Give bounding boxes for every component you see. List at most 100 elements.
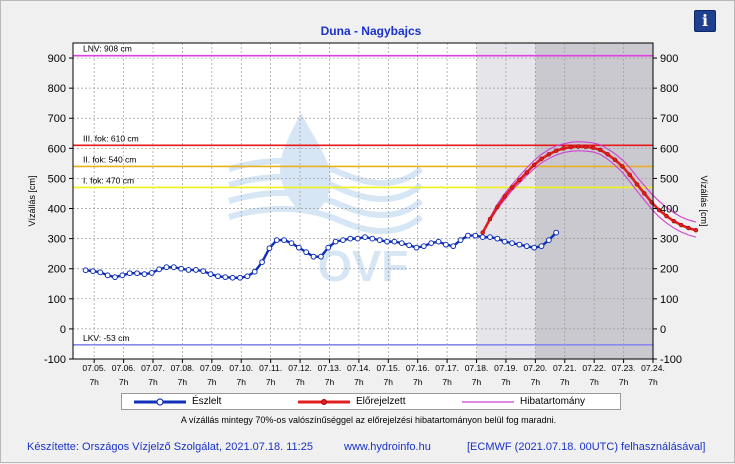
- info-icon[interactable]: i: [694, 10, 716, 32]
- x-tick-label-hour-20: 7h: [648, 377, 658, 387]
- data-point-observed-23: [244, 273, 251, 280]
- data-point-forecast-23: [642, 191, 647, 196]
- data-point-observed-33: [317, 253, 324, 260]
- data-point-forecast-12: [561, 146, 566, 151]
- x-tick-label-hour-10: 7h: [354, 377, 364, 387]
- watermark-wave-3: [228, 189, 423, 218]
- data-point-observed-9: [141, 271, 148, 278]
- y-tick-label-left-700: 700: [48, 113, 66, 125]
- data-point-observed-54: [472, 232, 479, 239]
- threshold-label-2: III. fok: 610 cm: [83, 133, 139, 143]
- legend: Észlelt Előrejelzett Hibatartomány: [121, 393, 621, 410]
- x-tick-label-hour-8: 7h: [295, 377, 305, 387]
- data-point-observed-6: [119, 272, 126, 279]
- data-point-observed-56: [487, 234, 493, 241]
- y-tick-label-right-0: 0: [660, 324, 666, 336]
- data-point-forecast-30: [693, 227, 699, 233]
- data-point-observed-58: [501, 238, 508, 245]
- x-tick-label-hour-18: 7h: [589, 377, 599, 387]
- x-tick-label-date-15: 07.19.: [494, 363, 518, 373]
- data-point-forecast-11: [553, 148, 559, 153]
- data-point-observed-16: [192, 267, 199, 273]
- x-tick-label-hour-9: 7h: [325, 377, 335, 387]
- y-tick-label-right-700: 700: [660, 113, 678, 125]
- legend-swatch-error-band: [462, 401, 514, 403]
- data-point-forecast-29: [686, 225, 691, 231]
- data-point-observed-4: [104, 272, 111, 279]
- data-point-observed-62: [531, 244, 538, 251]
- y-tick-label-right--100: -100: [660, 354, 682, 366]
- data-point-observed-13: [170, 264, 177, 271]
- legend-label-observed: Észlelt: [192, 396, 222, 407]
- data-point-forecast-17: [598, 147, 603, 153]
- x-tick-label-date-3: 07.07.: [141, 363, 165, 373]
- data-point-observed-40: [369, 235, 376, 242]
- data-point-observed-17: [200, 268, 207, 275]
- threshold-label-1: LNV: 908 cm: [83, 44, 132, 54]
- x-tick-label-hour-15: 7h: [501, 377, 511, 387]
- threshold-label-3: II. fok: 540 cm: [83, 154, 136, 164]
- threshold-label-4: I. fok: 470 cm: [83, 175, 134, 185]
- data-point-observed-10: [148, 270, 155, 276]
- data-point-observed-12: [163, 264, 170, 271]
- data-point-observed-57: [494, 235, 501, 242]
- data-point-forecast-16: [590, 145, 596, 150]
- data-point-observed-42: [384, 238, 390, 245]
- x-tick-label-hour-19: 7h: [619, 377, 629, 387]
- data-point-forecast-28: [678, 222, 684, 228]
- data-point-observed-29: [288, 240, 295, 247]
- data-point-observed-5: [112, 274, 118, 281]
- y-tick-label-left-200: 200: [48, 264, 66, 276]
- y-tick-label-right-300: 300: [660, 234, 678, 246]
- data-point-observed-50: [442, 241, 449, 248]
- probability-note: A vízállás mintegy 70%-os valószínűségge…: [180, 415, 557, 425]
- x-tick-label-date-14: 07.18.: [465, 363, 489, 373]
- data-point-forecast-19: [612, 157, 618, 162]
- data-point-observed-11: [156, 266, 163, 273]
- x-tick-label-hour-1: 7h: [89, 377, 99, 387]
- data-point-observed-31: [303, 249, 310, 256]
- data-point-forecast-22: [634, 182, 640, 187]
- y-tick-label-left--100: -100: [44, 354, 66, 366]
- data-point-observed-55: [479, 234, 486, 241]
- legend-swatch-forecast: [298, 399, 350, 405]
- x-tick-label-hour-4: 7h: [178, 377, 188, 387]
- data-point-observed-15: [185, 267, 192, 273]
- data-point-observed-65: [553, 229, 560, 236]
- x-tick-label-hour-12: 7h: [413, 377, 423, 387]
- y-tick-label-right-900: 900: [660, 53, 678, 65]
- data-point-forecast-14: [576, 144, 581, 149]
- y-tick-label-left-800: 800: [48, 83, 66, 95]
- data-point-forecast-21: [627, 172, 632, 178]
- footer-creator: Készítette: Országos Vízjelző Szolgálat,…: [27, 441, 313, 453]
- x-tick-label-hour-5: 7h: [207, 377, 217, 387]
- x-tick-label-date-2: 07.06.: [112, 363, 136, 373]
- data-point-observed-22: [237, 274, 243, 281]
- data-point-observed-2: [90, 268, 96, 275]
- x-tick-label-hour-7: 7h: [266, 377, 276, 387]
- legend-label-error-band: Hibatartomány: [520, 396, 586, 407]
- data-point-observed-43: [391, 238, 398, 245]
- y-tick-label-right-200: 200: [660, 264, 678, 276]
- data-point-forecast-15: [583, 144, 588, 150]
- x-tick-label-hour-3: 7h: [148, 377, 158, 387]
- data-point-observed-59: [509, 240, 515, 247]
- y-tick-label-right-800: 800: [660, 83, 678, 95]
- data-point-observed-24: [251, 268, 258, 275]
- footer-credit: [ECMWF (2021.07.18. 00UTC) felhasználásá…: [467, 441, 706, 453]
- data-point-forecast-8: [531, 162, 537, 168]
- data-point-observed-26: [266, 245, 273, 252]
- data-point-observed-60: [516, 241, 523, 248]
- x-tick-label-date-1: 07.05.: [82, 363, 106, 373]
- x-tick-label-hour-17: 7h: [560, 377, 570, 387]
- data-point-forecast-9: [539, 156, 544, 162]
- legend-label-forecast: Előrejelzett: [356, 396, 406, 407]
- x-tick-label-date-8: 07.12.: [288, 363, 312, 373]
- data-point-observed-38: [354, 235, 361, 242]
- x-tick-label-hour-6: 7h: [237, 377, 247, 387]
- data-point-observed-44: [398, 240, 405, 247]
- footer-website-link[interactable]: www.hydroinfo.hu: [344, 441, 431, 453]
- data-point-observed-64: [545, 237, 552, 244]
- data-point-observed-61: [523, 243, 530, 250]
